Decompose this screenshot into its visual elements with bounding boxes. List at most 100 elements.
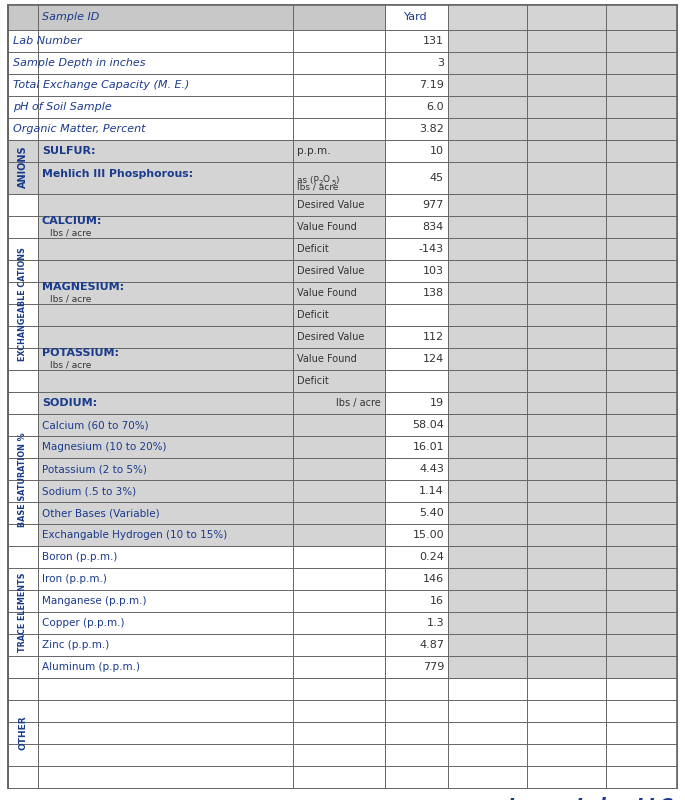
Bar [527, 238, 606, 260]
Text: 45: 45 [430, 173, 444, 183]
Bar [448, 700, 527, 722]
Bar [448, 282, 527, 304]
Bar [385, 348, 448, 370]
Text: Value Found: Value Found [297, 288, 357, 298]
Bar [385, 458, 448, 480]
Text: 6.0: 6.0 [426, 102, 444, 112]
Text: Value Found: Value Found [297, 222, 357, 232]
Bar [606, 502, 677, 524]
Bar [448, 678, 527, 700]
Bar [38, 140, 293, 162]
Bar [448, 546, 527, 568]
Bar [527, 480, 606, 502]
Text: 124: 124 [423, 354, 444, 364]
Bar [38, 612, 385, 634]
Text: lbs / acre: lbs / acre [297, 182, 338, 191]
Text: Sample ID: Sample ID [42, 13, 99, 22]
Bar [385, 162, 448, 194]
Text: 5.40: 5.40 [419, 508, 444, 518]
Bar [38, 326, 293, 392]
Bar [385, 700, 448, 722]
Bar [8, 194, 38, 414]
Bar [527, 140, 606, 162]
Bar [38, 656, 385, 678]
Text: Potassium (2 to 5%): Potassium (2 to 5%) [42, 464, 147, 474]
Bar [448, 436, 527, 458]
Text: Exchangable Hydrogen (10 to 15%): Exchangable Hydrogen (10 to 15%) [42, 530, 227, 540]
Bar [38, 722, 293, 744]
Bar [606, 590, 677, 612]
Text: Other Bases (Variable): Other Bases (Variable) [42, 508, 160, 518]
Bar [448, 260, 527, 282]
Bar [385, 502, 448, 524]
Text: BASE SATURATION %: BASE SATURATION % [18, 433, 27, 527]
Bar [606, 414, 677, 436]
Text: 103: 103 [423, 266, 444, 276]
Bar [385, 260, 448, 282]
Bar [448, 744, 527, 766]
Text: pH of Soil Sample: pH of Soil Sample [13, 102, 112, 112]
Bar [448, 414, 527, 436]
Bar [606, 140, 677, 162]
Bar [606, 480, 677, 502]
Text: ANIONS: ANIONS [18, 146, 28, 188]
Bar [38, 524, 385, 546]
Bar [448, 502, 527, 524]
Bar [448, 590, 527, 612]
Bar [527, 678, 606, 700]
Text: Magnesium (10 to 20%): Magnesium (10 to 20%) [42, 442, 166, 452]
Bar [448, 348, 527, 370]
Bar [385, 30, 448, 52]
Text: 131: 131 [423, 36, 444, 46]
Bar [293, 744, 385, 766]
Bar [293, 722, 385, 744]
Text: Sodium (.5 to 3%): Sodium (.5 to 3%) [42, 486, 136, 496]
Text: Copper (p.p.m.): Copper (p.p.m.) [42, 618, 125, 628]
Bar [293, 348, 385, 370]
Bar [527, 568, 606, 590]
Text: 7.19: 7.19 [419, 80, 444, 90]
Bar [38, 744, 293, 766]
Bar [527, 5, 606, 30]
Bar [527, 656, 606, 678]
Text: 779: 779 [423, 662, 444, 672]
Bar [385, 392, 448, 414]
Bar [8, 52, 385, 74]
Bar [38, 502, 385, 524]
Text: 4.43: 4.43 [419, 464, 444, 474]
Bar [527, 524, 606, 546]
Text: lbs / acre: lbs / acre [50, 229, 91, 238]
Bar [385, 96, 448, 118]
Bar [385, 304, 448, 326]
Bar [527, 370, 606, 392]
Bar [606, 612, 677, 634]
Bar [448, 238, 527, 260]
Bar [606, 722, 677, 744]
Bar [448, 194, 527, 216]
Bar [293, 260, 385, 282]
Bar [293, 370, 385, 392]
Bar [606, 216, 677, 238]
Bar [448, 612, 527, 634]
Bar [606, 304, 677, 326]
Text: Manganese (p.p.m.): Manganese (p.p.m.) [42, 596, 147, 606]
Bar [527, 722, 606, 744]
Text: Iron (p.p.m.): Iron (p.p.m.) [42, 574, 107, 584]
Bar [606, 458, 677, 480]
Text: 0.24: 0.24 [419, 552, 444, 562]
Bar [385, 722, 448, 744]
Text: OTHER: OTHER [18, 716, 27, 750]
Bar [385, 590, 448, 612]
Text: Deficit: Deficit [297, 244, 329, 254]
Text: Aluminum (p.p.m.): Aluminum (p.p.m.) [42, 662, 140, 672]
Bar [293, 238, 385, 260]
Bar [527, 260, 606, 282]
Bar [38, 436, 385, 458]
Bar [38, 162, 293, 194]
Bar [527, 118, 606, 140]
Bar [527, 458, 606, 480]
Bar [527, 304, 606, 326]
Bar [293, 326, 385, 348]
Bar [448, 140, 527, 162]
Text: -143: -143 [419, 244, 444, 254]
